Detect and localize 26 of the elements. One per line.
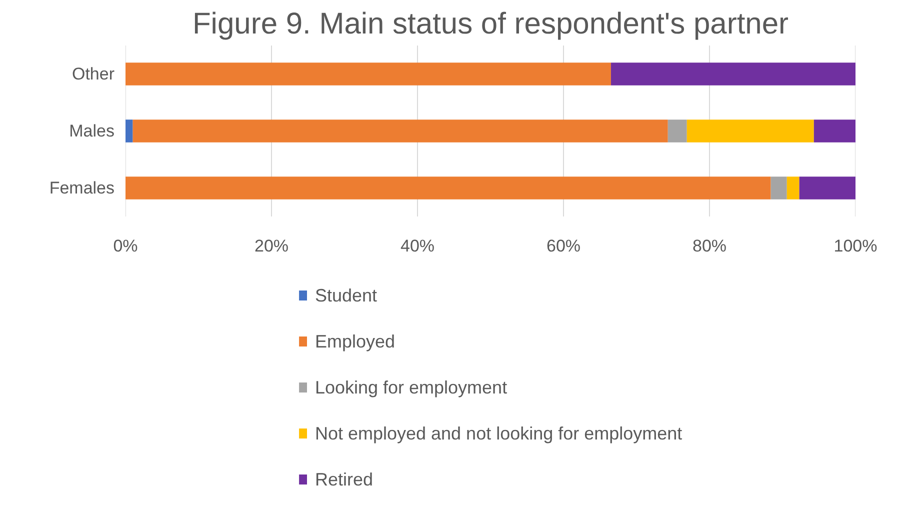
x-tick-label: 0% (113, 236, 138, 256)
x-tick-label: 100% (834, 236, 878, 256)
chart-title: Figure 9. Main status of respondent's partner (192, 8, 789, 40)
bar (814, 120, 856, 142)
bar (668, 120, 687, 142)
legend-label: Student (314, 286, 378, 306)
bar (686, 120, 814, 142)
bar (799, 176, 856, 200)
legend-label: Retired (314, 470, 373, 490)
x-tick-label: 20% (254, 236, 289, 256)
bar (786, 176, 800, 200)
legend-label: Looking for employment (314, 378, 508, 398)
x-tick-label: 40% (400, 236, 435, 256)
legend-label: Not employed and not looking for employment (314, 424, 682, 444)
legend-label: Employed (314, 332, 396, 352)
y-tick-label: Other (72, 64, 115, 84)
y-tick-label: Males (69, 122, 115, 140)
y-tick-label: Females (49, 178, 114, 198)
bar (132, 120, 668, 142)
bar (126, 176, 771, 200)
bar (770, 176, 787, 200)
x-tick-label: 60% (546, 236, 581, 256)
x-tick-label: 80% (692, 236, 727, 256)
bar (126, 120, 133, 142)
bar (126, 62, 611, 86)
bar (610, 62, 856, 86)
